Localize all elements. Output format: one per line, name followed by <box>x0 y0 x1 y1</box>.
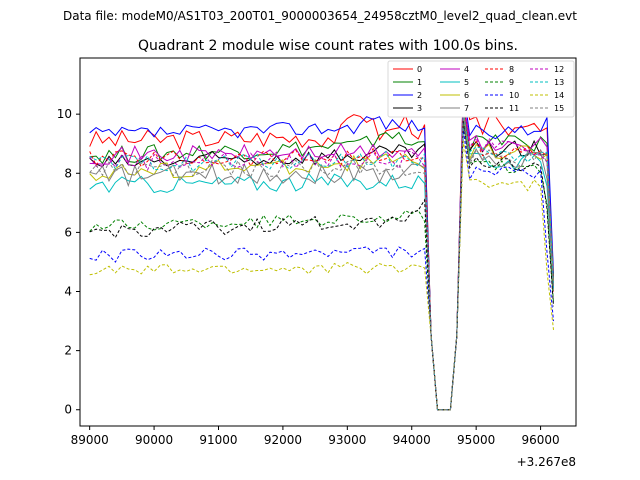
y-tick-label: 2 <box>64 344 72 358</box>
x-tick-label: 91000 <box>199 433 237 447</box>
legend-label: 3 <box>417 104 422 113</box>
legend-label: 9 <box>509 78 514 87</box>
legend-label: 13 <box>554 78 564 87</box>
plot-series-group <box>89 81 554 411</box>
legend-label: 7 <box>464 104 469 113</box>
series-line-2 <box>89 87 554 411</box>
x-tick-label: 93000 <box>328 433 366 447</box>
series-line-5 <box>89 117 554 411</box>
y-tick-label: 6 <box>64 225 72 239</box>
x-tick-label: 96000 <box>521 433 559 447</box>
legend-label: 10 <box>509 91 519 100</box>
legend-label: 14 <box>554 91 564 100</box>
series-line-6 <box>89 108 554 411</box>
y-tick-label: 0 <box>64 403 72 417</box>
legend-label: 15 <box>554 104 564 113</box>
x-tick-label: 95000 <box>457 433 495 447</box>
series-line-14 <box>89 140 554 411</box>
series-line-3 <box>89 105 554 411</box>
series-line-11 <box>89 120 554 411</box>
y-tick-label: 10 <box>57 107 72 121</box>
legend-label: 2 <box>417 91 422 100</box>
y-tick-label: 4 <box>64 285 72 299</box>
axes-frame <box>79 57 577 427</box>
x-tick-label: 92000 <box>264 433 302 447</box>
x-axis-offset-label: +3.267e8 <box>517 455 576 469</box>
x-tick-label: 94000 <box>393 433 431 447</box>
x-tick-label: 90000 <box>135 433 173 447</box>
series-line-7 <box>89 114 554 411</box>
legend-label: 1 <box>417 78 422 87</box>
series-line-13 <box>89 111 554 411</box>
legend-label: 5 <box>464 78 469 87</box>
x-axis: 89000 90000 91000 92000 93000 94000 95000 96000 <box>71 426 560 447</box>
y-tick-label: 8 <box>64 166 72 180</box>
legend-label: 0 <box>417 65 422 74</box>
y-axis: 0 2 4 6 8 10 <box>57 107 80 417</box>
series-line-10 <box>89 128 554 411</box>
legend-label: 8 <box>509 65 514 74</box>
series-line-1 <box>89 99 554 411</box>
series-line-9 <box>89 122 554 411</box>
legend-label: 6 <box>464 91 469 100</box>
x-tick-label: 89000 <box>71 433 109 447</box>
legend-label: 4 <box>464 65 469 74</box>
figure-suptitle: Data file: modeM0/AS1T03_200T01_90000036… <box>63 9 577 23</box>
chart-title: Quadrant 2 module wise count rates with … <box>138 38 518 54</box>
legend-label: 12 <box>554 65 564 74</box>
legend-label: 11 <box>509 104 519 113</box>
series-line-8 <box>89 105 554 411</box>
legend-box <box>387 60 575 118</box>
